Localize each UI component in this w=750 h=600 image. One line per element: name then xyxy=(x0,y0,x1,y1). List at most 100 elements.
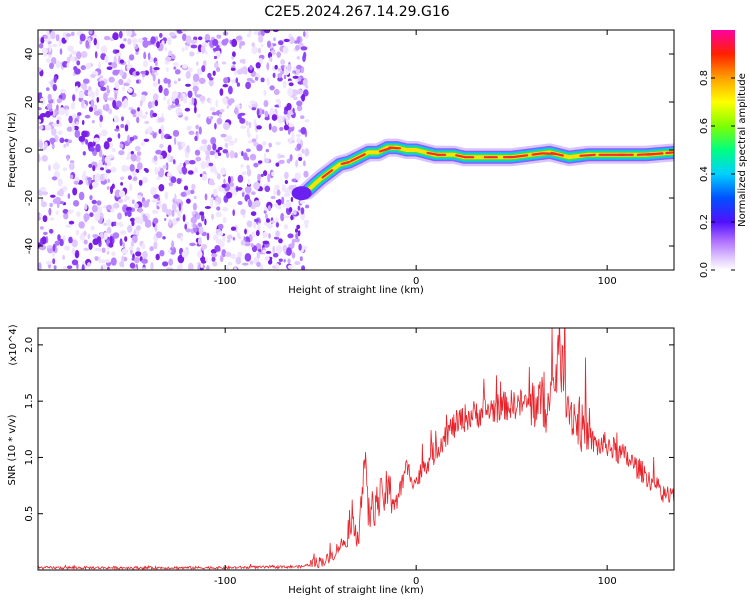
noise-speckle xyxy=(301,265,306,270)
noise-speckle xyxy=(92,238,99,246)
noise-speckle xyxy=(114,116,120,123)
noise-speckle xyxy=(283,215,290,219)
noise-speckle xyxy=(187,90,193,99)
noise-speckle xyxy=(211,253,218,258)
noise-speckle xyxy=(258,160,263,164)
noise-speckle xyxy=(166,78,171,85)
noise-speckle xyxy=(198,236,202,246)
spectrogram-ylabel: Frequency (Hz) xyxy=(7,112,18,188)
noise-speckle xyxy=(107,178,110,183)
noise-speckle xyxy=(258,34,264,43)
noise-speckle xyxy=(119,238,123,247)
noise-speckle xyxy=(176,264,181,270)
noise-speckle xyxy=(269,258,272,262)
noise-speckle xyxy=(271,125,278,133)
noise-speckle xyxy=(280,59,286,65)
noise-speckle xyxy=(118,198,124,204)
noise-speckle xyxy=(53,162,60,171)
noise-speckle xyxy=(68,220,75,225)
noise-speckle xyxy=(253,162,259,168)
noise-speckle xyxy=(67,211,73,214)
noise-speckle xyxy=(244,252,252,262)
noise-speckle xyxy=(112,99,117,109)
noise-speckle xyxy=(293,40,299,44)
noise-speckle xyxy=(79,33,86,42)
noise-speckle xyxy=(216,67,221,72)
noise-speckle xyxy=(162,164,167,169)
noise-speckle xyxy=(108,242,114,248)
noise-speckle xyxy=(69,174,74,179)
noise-speckle xyxy=(145,168,149,173)
noise-speckle xyxy=(173,159,176,165)
noise-speckle xyxy=(143,60,148,68)
noise-speckle xyxy=(134,145,141,152)
noise-speckle xyxy=(257,173,261,181)
noise-speckle xyxy=(69,162,75,171)
noise-speckle xyxy=(150,262,154,270)
noise-speckle xyxy=(159,32,163,38)
noise-speckle xyxy=(102,105,106,111)
noise-speckle xyxy=(124,236,128,242)
noise-speckle xyxy=(190,39,198,44)
noise-speckle xyxy=(263,30,271,34)
noise-speckle xyxy=(232,209,235,217)
noise-speckle xyxy=(85,139,89,145)
noise-speckle xyxy=(208,150,216,156)
noise-speckle xyxy=(136,247,141,252)
noise-speckle xyxy=(155,253,160,261)
noise-speckle xyxy=(63,212,69,220)
noise-speckle xyxy=(283,259,286,263)
noise-speckle xyxy=(68,115,73,124)
snr-xlabel: Height of straight line (km) xyxy=(288,585,424,596)
noise-speckle xyxy=(210,116,214,120)
noise-speckle xyxy=(49,202,53,208)
noise-speckle xyxy=(153,155,158,162)
noise-speckle xyxy=(136,79,139,84)
ridge-core-segment xyxy=(665,151,674,155)
noise-speckle xyxy=(209,165,217,173)
noise-speckle xyxy=(71,125,75,133)
noise-speckle xyxy=(71,31,75,36)
noise-speckle xyxy=(227,99,232,106)
noise-speckle xyxy=(150,36,156,45)
x-tick-label: -100 xyxy=(214,276,237,287)
noise-speckle xyxy=(189,242,196,247)
noise-speckle xyxy=(103,173,108,179)
noise-speckle xyxy=(212,38,219,47)
noise-speckle xyxy=(216,117,223,125)
noise-speckle xyxy=(282,80,287,89)
noise-speckle xyxy=(134,257,140,264)
noise-speckle xyxy=(236,82,240,87)
noise-speckle xyxy=(173,66,177,70)
noise-speckle xyxy=(62,167,68,172)
noise-speckle xyxy=(230,253,237,259)
noise-speckle xyxy=(296,100,303,107)
noise-speckle xyxy=(216,34,222,39)
noise-speckle xyxy=(288,207,293,213)
noise-speckle xyxy=(167,171,172,177)
noise-speckle xyxy=(136,225,141,231)
noise-speckle xyxy=(210,137,217,145)
noise-speckle xyxy=(218,113,222,118)
noise-speckle xyxy=(119,43,125,49)
noise-speckle xyxy=(92,165,96,172)
noise-speckle xyxy=(83,247,90,251)
noise-speckle xyxy=(128,107,134,111)
noise-speckle xyxy=(277,67,282,72)
noise-speckle xyxy=(93,38,98,46)
noise-speckle xyxy=(209,97,212,105)
snr-axes: -100 0 100 0.5 1.0 1.5 2.0 xyxy=(24,328,674,587)
noise-speckle xyxy=(71,247,76,255)
noise-speckle xyxy=(39,97,46,105)
noise-speckle xyxy=(53,265,57,270)
noise-speckle xyxy=(80,65,87,71)
noise-speckle xyxy=(295,228,298,233)
noise-speckle xyxy=(94,247,101,252)
noise-speckle xyxy=(136,116,140,124)
noise-speckle xyxy=(283,64,287,73)
noise-speckle xyxy=(226,105,229,109)
noise-speckle xyxy=(277,199,282,206)
noise-speckle xyxy=(299,115,305,120)
noise-speckle xyxy=(112,232,120,239)
noise-speckle xyxy=(265,218,271,223)
